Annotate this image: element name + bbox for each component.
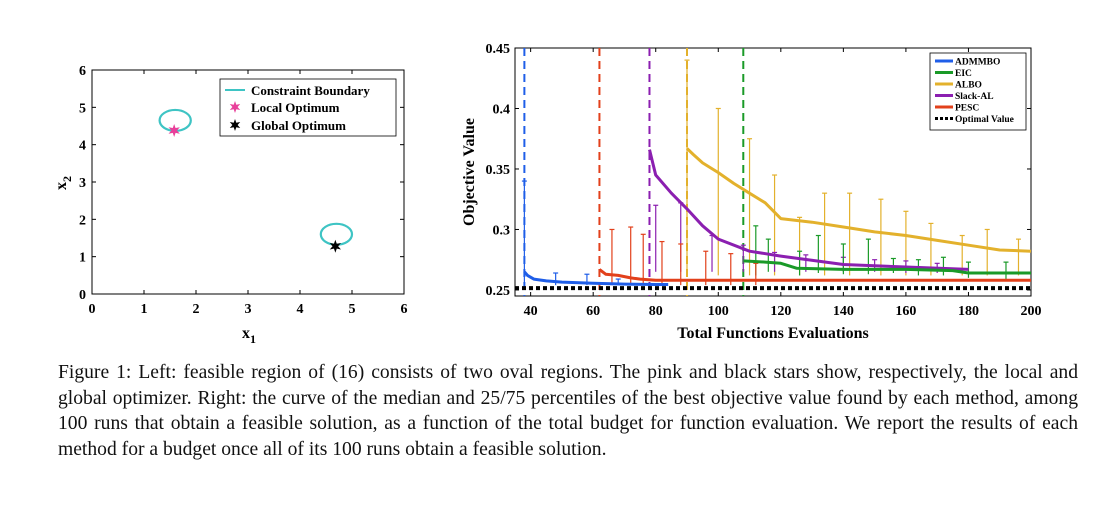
right-x-tick-label: 160 xyxy=(895,304,916,319)
legend-label: EIC xyxy=(955,69,972,79)
right-x-tick-label: 200 xyxy=(1021,304,1042,319)
legend-swatch-global-optimum xyxy=(229,119,241,131)
median-line-albo xyxy=(685,147,1032,253)
left-legend-box xyxy=(219,78,397,137)
legend-label-global-optimum: Global Optimum xyxy=(251,118,346,133)
median-line-eic xyxy=(743,259,1031,275)
left-y-tick-label: 2 xyxy=(79,213,86,228)
right-y-tick-label: 0.3 xyxy=(493,223,511,238)
left-y-axis-label: x2 xyxy=(53,176,74,190)
median-line-admmbo xyxy=(523,270,669,286)
right-x-tick-label: 80 xyxy=(649,304,663,319)
left-y-tick-label: 4 xyxy=(79,139,86,154)
legend-label: PESC xyxy=(955,104,979,114)
global-optimum-star xyxy=(329,239,341,253)
right-x-tick-label: 60 xyxy=(586,304,600,319)
left-x-axis-label: x1 xyxy=(242,325,256,346)
right-y-tick-label: 0.45 xyxy=(486,42,511,57)
left-y-tick-label: 3 xyxy=(79,176,86,191)
right-y-axis-label: Objective Value xyxy=(461,118,478,226)
legend-label-boundary: Constraint Boundary xyxy=(251,83,370,98)
right-x-tick-label: 120 xyxy=(770,304,791,319)
figure-canvas: 0 1 2 3 4 5 6 0 1 2 3 4 5 6 x1 x2 Constraint Boundar… xyxy=(53,42,1042,346)
left-x-tick-label: 3 xyxy=(245,302,252,317)
right-y-tick-label: 0.35 xyxy=(486,163,511,178)
figure-caption: Figure 1: Left: feasible region of (16) … xyxy=(58,362,1078,460)
left-x-tick-label: 1 xyxy=(141,302,148,317)
right-y-tick-label: 0.25 xyxy=(486,284,511,299)
right-panel-objective-curves: 40 60 80 100 120 140 160 180 200 0.250.30.350.40… xyxy=(461,42,1042,342)
legend-label: ADMMBO xyxy=(955,58,1000,68)
left-x-ticks: 0 1 2 3 4 5 6 xyxy=(89,70,408,317)
legend-label: Optimal Value xyxy=(955,115,1014,125)
left-x-tick-label: 5 xyxy=(349,302,356,317)
median-line-pesc xyxy=(598,268,1031,282)
right-x-tick-label: 40 xyxy=(524,304,538,319)
left-panel-feasible-region: 0 1 2 3 4 5 6 0 1 2 3 4 5 6 x1 x2 Constraint Boundar… xyxy=(53,64,408,346)
legend-swatch-local-optimum xyxy=(229,101,241,113)
left-x-tick-label: 4 xyxy=(297,302,304,317)
right-x-axis-label: Total Functions Evaluations xyxy=(677,325,868,342)
legend-label-local-optimum: Local Optimum xyxy=(251,100,340,115)
right-y-ticks: 0.25 0.3 0.35 0.4 0.45 xyxy=(486,42,1031,299)
legend-label: ALBO xyxy=(955,81,982,91)
median-line-slack-al xyxy=(648,149,969,271)
right-x-ticks: 40 60 80 100 120 140 160 180 200 xyxy=(524,48,1042,319)
left-x-tick-label: 0 xyxy=(89,302,96,317)
left-x-tick-label: 2 xyxy=(193,302,200,317)
right-x-tick-label: 180 xyxy=(958,304,979,319)
right-x-tick-label: 100 xyxy=(708,304,729,319)
left-y-tick-label: 6 xyxy=(79,64,86,79)
right-marks xyxy=(515,48,1032,296)
right-x-tick-label: 140 xyxy=(833,304,854,319)
left-x-tick-label: 6 xyxy=(401,302,408,317)
left-legend: Constraint Boundary Local Optimum Global… xyxy=(219,78,397,137)
right-y-tick-label: 0.4 xyxy=(493,102,511,117)
local-optimum-star xyxy=(168,123,180,137)
legend-label: Slack-AL xyxy=(955,92,994,102)
left-y-tick-label: 5 xyxy=(79,101,86,116)
left-y-tick-label: 1 xyxy=(79,251,86,266)
left-y-tick-label: 0 xyxy=(79,288,86,303)
left-y-ticks: 0 1 2 3 4 5 6 xyxy=(79,64,404,303)
left-marks xyxy=(158,108,354,253)
